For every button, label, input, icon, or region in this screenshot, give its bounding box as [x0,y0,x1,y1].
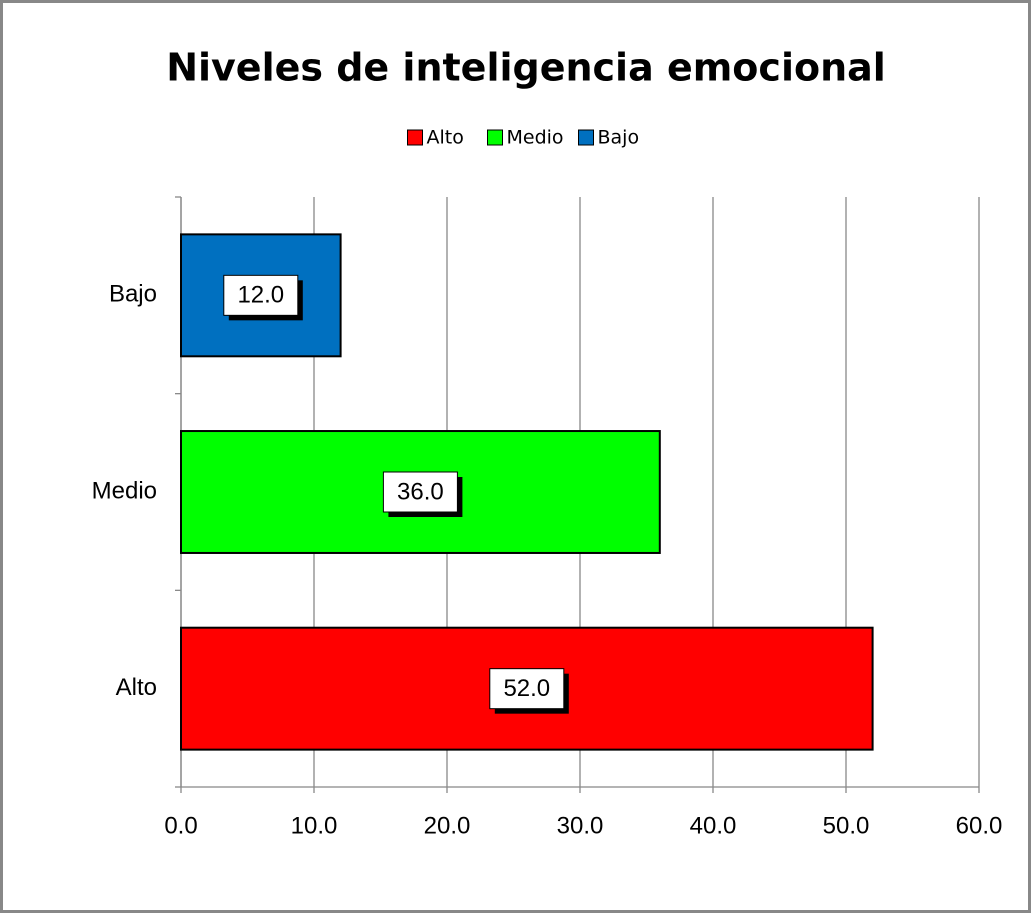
data-label: 36.0 [397,478,444,505]
data-label-box [489,668,565,710]
y-tick-label: Medio [92,477,157,504]
data-label: 52.0 [503,675,550,702]
legend-label: Bajo [598,127,640,149]
x-tick-label: 60.0 [956,812,1003,839]
data-label-box [382,471,458,513]
legend-label: Medio [507,127,564,149]
legend-label: Alto [427,127,464,149]
legend-swatch [487,129,503,146]
y-tick-label: Alto [116,674,157,701]
data-label-box [223,274,299,316]
x-tick-label: 40.0 [690,812,737,839]
x-tick-label: 10.0 [291,812,338,839]
legend-swatch [407,129,423,146]
data-label: 12.0 [237,282,284,309]
y-tick-label: Bajo [109,281,157,308]
x-tick-label: 50.0 [823,812,870,839]
x-tick-label: 0.0 [164,812,197,839]
chart-title: Niveles de inteligencia emocional [166,46,886,90]
x-tick-label: 20.0 [424,812,471,839]
x-tick-label: 30.0 [557,812,604,839]
legend-swatch [578,129,594,146]
